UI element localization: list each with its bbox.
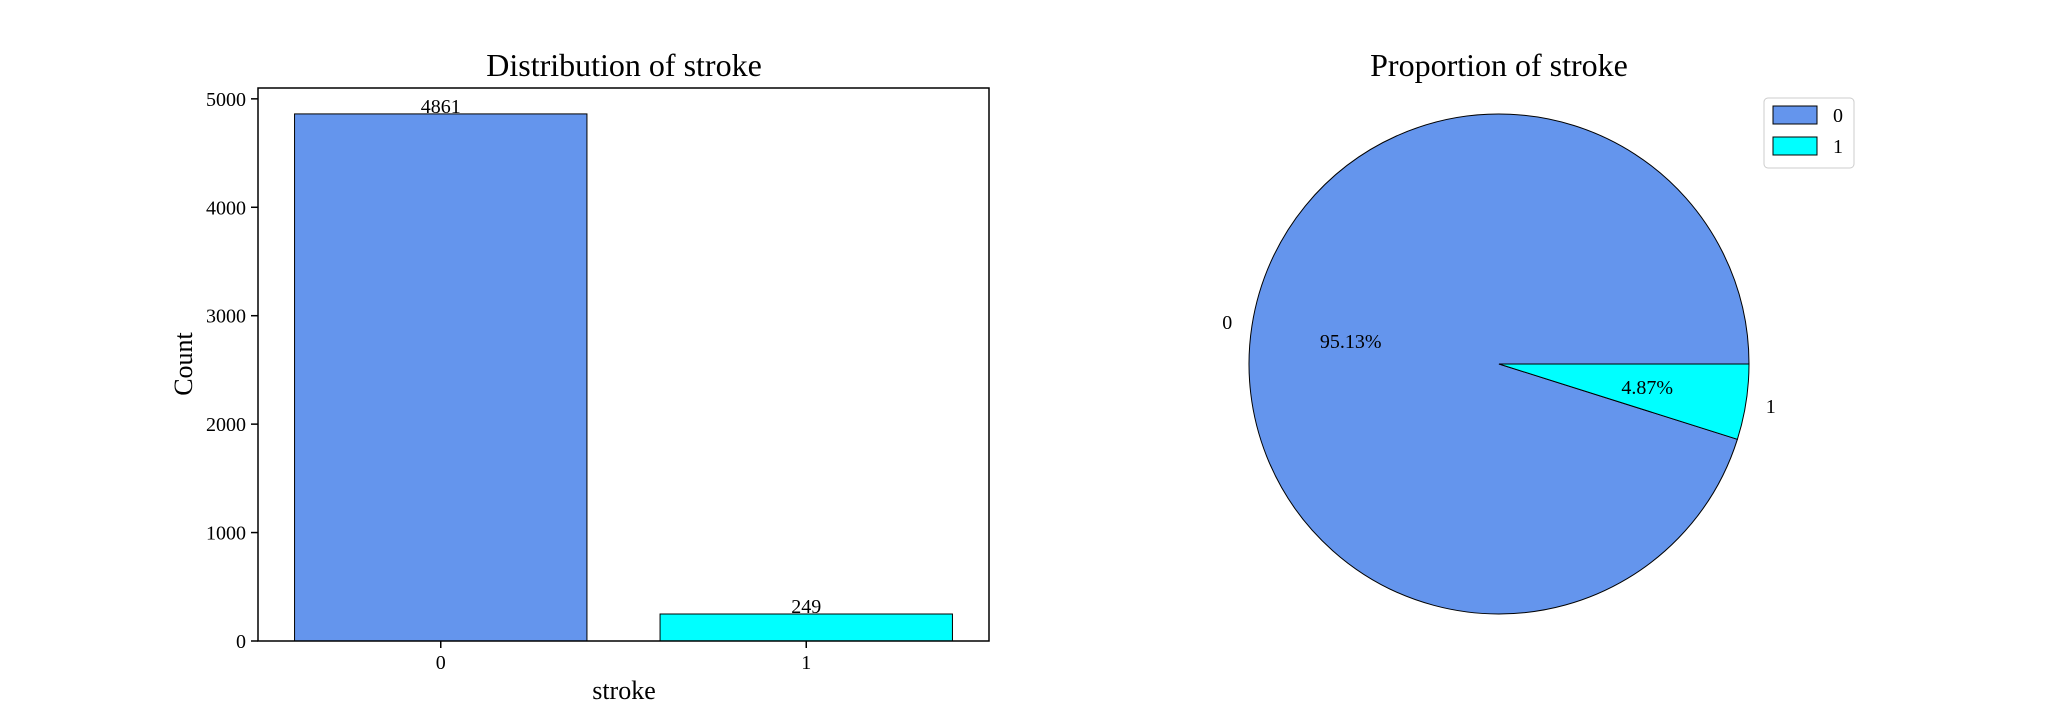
y-tick-label: 4000 xyxy=(206,197,246,219)
legend-label: 0 xyxy=(1833,105,1843,127)
y-axis-label: Count xyxy=(169,331,198,395)
y-tick-label: 5000 xyxy=(206,89,246,111)
bar-value-label: 4861 xyxy=(421,96,461,118)
pie-pct-label: 95.13% xyxy=(1320,331,1382,353)
x-axis-label: stroke xyxy=(592,676,656,705)
legend-label: 1 xyxy=(1833,136,1843,158)
y-tick-label: 1000 xyxy=(206,523,246,545)
y-axis: 0 1000 2000 3000 4000 5000 xyxy=(206,89,258,653)
x-tick-label: 0 xyxy=(436,652,446,674)
legend-swatch xyxy=(1772,105,1818,125)
bar-chart: Distribution of stroke 4861 249 0 1000 2000… xyxy=(169,47,990,705)
pie-category-label: 0 xyxy=(1222,312,1232,334)
legend: 01 xyxy=(1763,97,1855,169)
pie-pct-label: 4.87% xyxy=(1621,377,1673,399)
bar-marks: 4861 249 xyxy=(294,96,953,642)
pie-marks: 95.13% 0 4.87% 1 xyxy=(1222,113,1776,615)
pie-slice-1 xyxy=(1498,363,1750,440)
pie-chart: Proportion of stroke 95.13%04.87%1 01 xyxy=(1222,47,1855,615)
bar-0 xyxy=(294,113,588,642)
legend-swatch xyxy=(1772,136,1818,156)
bar-value-label: 249 xyxy=(791,596,821,618)
pie-category-label: 1 xyxy=(1766,396,1776,418)
bar-plot-frame xyxy=(257,87,990,642)
bar-1 xyxy=(659,613,953,642)
pie-chart-title: Proportion of stroke xyxy=(1370,47,1628,83)
y-tick-label: 0 xyxy=(236,631,246,653)
y-tick-label: 2000 xyxy=(206,414,246,436)
x-tick-label: 1 xyxy=(801,652,811,674)
y-tick-label: 3000 xyxy=(206,306,246,328)
bar-chart-title: Distribution of stroke xyxy=(486,47,762,83)
